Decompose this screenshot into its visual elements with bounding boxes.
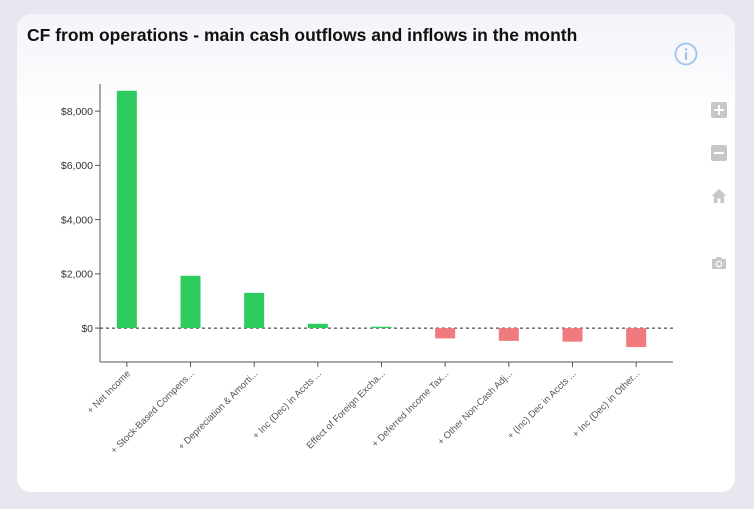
bar	[180, 275, 201, 329]
chart-title: CF from operations - main cash outflows …	[27, 25, 578, 45]
y-tick-label: $0	[81, 323, 93, 335]
bar	[435, 328, 456, 339]
bar	[371, 326, 392, 329]
bar	[307, 323, 328, 329]
chart-axes: $0 $2,000 $4,000 $6,000 $8,000	[61, 84, 673, 367]
x-tick-label: + Net Income	[85, 368, 133, 416]
y-tick-label: $2,000	[61, 269, 93, 281]
y-tick-label: $8,000	[61, 106, 93, 118]
bar	[244, 292, 265, 329]
x-tick-label: + Other Non-Cash Adj...	[436, 368, 515, 447]
home-icon[interactable]	[710, 187, 728, 205]
bar	[116, 90, 137, 329]
x-tick-label: + (Inc) Dec in Accts ...	[505, 368, 578, 441]
minus-square-icon[interactable]	[710, 144, 728, 162]
chart-bars	[116, 90, 647, 348]
chart-labels: + Net Income+ Stock-Based Compens...+ De…	[85, 368, 642, 456]
plus-square-icon[interactable]	[710, 101, 728, 119]
y-tick-label: $6,000	[61, 160, 93, 172]
camera-icon[interactable]	[710, 254, 728, 272]
bar	[498, 328, 519, 341]
bar	[562, 328, 583, 342]
y-tick-label: $4,000	[61, 214, 93, 226]
x-tick-label: + Inc (Dec) in Accts ...	[251, 368, 324, 441]
info-icon[interactable]	[674, 42, 698, 66]
x-tick-label: + Inc (Dec) in Other...	[570, 368, 642, 440]
bar	[626, 328, 647, 348]
